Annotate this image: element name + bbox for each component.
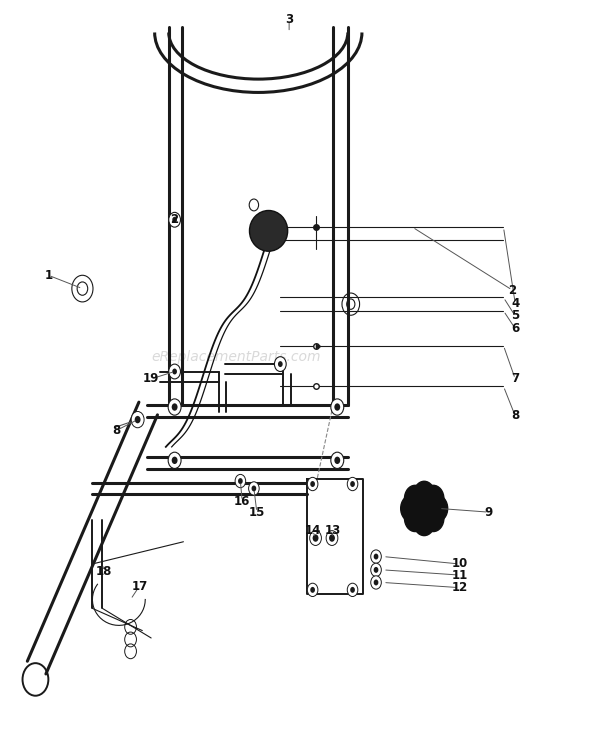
Circle shape [238,478,242,484]
Circle shape [169,212,181,227]
Text: 14: 14 [304,524,321,537]
Circle shape [423,485,444,512]
Circle shape [274,357,286,372]
Text: 10: 10 [451,557,467,571]
Circle shape [335,403,340,411]
Circle shape [172,369,177,374]
Text: 19: 19 [143,372,159,386]
Circle shape [348,583,358,597]
Circle shape [135,416,140,424]
Circle shape [373,554,378,559]
Circle shape [169,364,181,379]
Text: 8: 8 [511,409,519,423]
Circle shape [371,550,381,563]
Text: 6: 6 [511,322,519,335]
Text: 17: 17 [131,580,148,593]
Circle shape [331,399,344,415]
Circle shape [423,505,444,531]
Circle shape [373,567,378,573]
Circle shape [348,477,358,490]
Circle shape [350,481,355,487]
Circle shape [326,531,338,545]
Text: 15: 15 [248,506,265,519]
Circle shape [248,481,259,495]
Circle shape [310,587,315,593]
Text: 7: 7 [511,372,519,386]
Circle shape [350,587,355,593]
Circle shape [168,452,181,469]
Text: 13: 13 [325,524,341,537]
Circle shape [307,583,318,597]
Text: 2: 2 [508,284,516,296]
Circle shape [401,495,422,522]
Circle shape [414,509,435,536]
Text: 8: 8 [112,424,120,437]
Circle shape [131,412,144,428]
Circle shape [251,485,256,491]
Circle shape [307,477,318,490]
Circle shape [313,534,319,542]
Text: eReplacementParts.com: eReplacementParts.com [152,350,321,363]
Circle shape [172,403,178,411]
Ellipse shape [250,210,288,251]
Text: 4: 4 [511,297,519,310]
Circle shape [249,199,258,211]
Circle shape [329,534,335,542]
Circle shape [235,474,245,487]
Text: 5: 5 [511,310,519,322]
Circle shape [168,399,181,415]
Circle shape [427,495,448,522]
Circle shape [172,457,178,464]
Circle shape [414,481,435,508]
Circle shape [172,217,177,223]
Circle shape [331,452,344,469]
Text: 1: 1 [44,269,53,282]
Text: 3: 3 [285,13,293,27]
Text: 18: 18 [96,565,112,578]
Text: 16: 16 [234,495,250,507]
Text: 9: 9 [484,506,493,519]
Text: 12: 12 [451,581,467,594]
Text: 2: 2 [171,213,179,227]
Circle shape [371,563,381,577]
Circle shape [405,505,425,531]
Circle shape [310,531,322,545]
Circle shape [371,576,381,589]
Circle shape [335,457,340,464]
Circle shape [405,485,425,512]
Circle shape [310,481,315,487]
Circle shape [412,493,436,523]
Text: 11: 11 [451,568,467,582]
Circle shape [278,361,283,367]
Circle shape [373,580,378,585]
